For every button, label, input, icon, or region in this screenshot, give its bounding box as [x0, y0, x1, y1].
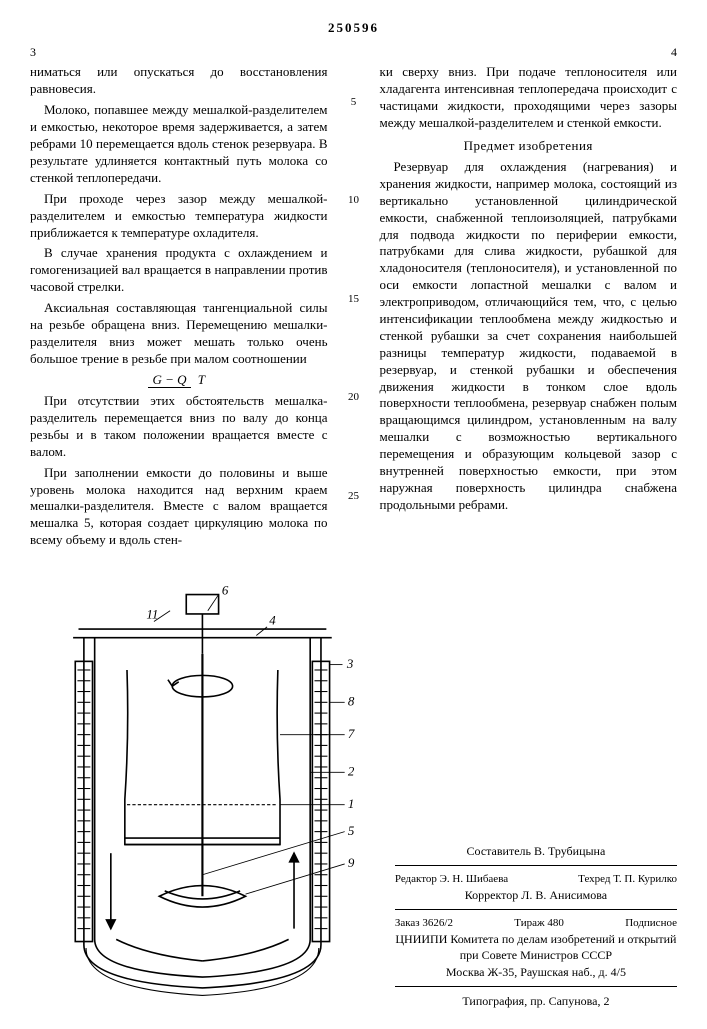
line-num: 25 — [348, 489, 359, 503]
left-p6: При отсутствии этих обстоятельств мешалк… — [30, 393, 328, 461]
right-column: 4 ки сверху вниз. При подаче теплоносите… — [380, 45, 678, 553]
left-column: 3 ниматься или опускаться до восстановле… — [30, 45, 328, 553]
text-columns: 3 ниматься или опускаться до восстановле… — [30, 45, 677, 553]
section-title: Предмет изобретения — [380, 138, 678, 155]
order: Заказ 3626/2 — [395, 916, 453, 931]
left-p7: При заполнении емкости до половины и выш… — [30, 465, 328, 549]
formula: G − Q T — [30, 372, 328, 389]
left-p4: В случае хранения продукта с охлаждением… — [30, 245, 328, 296]
addr: Москва Ж-35, Раушская наб., д. 4/5 — [395, 964, 677, 980]
line-num: 10 — [348, 193, 359, 207]
credits-block: Составитель В. Трубицына Редактор Э. Н. … — [395, 843, 677, 1009]
line-num: 20 — [348, 390, 359, 404]
org: ЦНИИПИ Комитета по делам изобретений и о… — [395, 931, 677, 963]
doc-number: 250596 — [30, 20, 677, 37]
left-p3: При проходе через зазор между мешалкой-р… — [30, 191, 328, 242]
fig-label: 4 — [269, 613, 276, 628]
tirazh: Тираж 480 — [514, 916, 564, 931]
fig-label: 11 — [146, 606, 158, 621]
typography: Типография, пр. Сапунова, 2 — [395, 993, 677, 1009]
line-num: 5 — [351, 95, 357, 109]
fig-label: 8 — [348, 694, 355, 709]
reservoir-diagram: 11 6 4 3 8 7 2 1 5 9 — [30, 573, 375, 1004]
compiler: Составитель В. Трубицына — [395, 843, 677, 859]
fig-label: 7 — [348, 726, 355, 741]
left-p2: Молоко, попавшее между мешалкой-разделит… — [30, 102, 328, 186]
left-p1: ниматься или опускаться до восстановлени… — [30, 64, 328, 98]
line-num: 15 — [348, 292, 359, 306]
editor: Редактор Э. Н. Шибаева — [395, 872, 508, 887]
col-marker-right: 4 — [380, 45, 678, 61]
figure: 11 6 4 3 8 7 2 1 5 9 — [30, 573, 375, 1009]
right-p1: ки сверху вниз. При подаче теплоносителя… — [380, 64, 678, 132]
fig-label: 6 — [222, 583, 229, 598]
fig-label: 2 — [348, 764, 355, 779]
formula-top: G − Q — [148, 372, 190, 388]
line-numbers: 5 10 15 20 25 — [346, 45, 362, 553]
right-p2: Резервуар для охлаждения (нагревания) и … — [380, 159, 678, 514]
podpisnoe: Подписное — [625, 916, 677, 931]
fig-label: 3 — [346, 656, 354, 671]
techred: Техред Т. П. Курилко — [578, 872, 677, 887]
left-p5: Аксиальная составляющая тангенциальной с… — [30, 300, 328, 368]
fig-label: 1 — [348, 796, 354, 811]
col-marker-left: 3 — [30, 45, 328, 61]
figure-area: 11 6 4 3 8 7 2 1 5 9 Составитель В. Труб… — [30, 573, 677, 1009]
fig-label: 5 — [348, 823, 355, 838]
corrector: Корректор Л. В. Анисимова — [395, 887, 677, 903]
fig-label: 9 — [348, 855, 355, 870]
formula-bot: T — [194, 372, 209, 387]
